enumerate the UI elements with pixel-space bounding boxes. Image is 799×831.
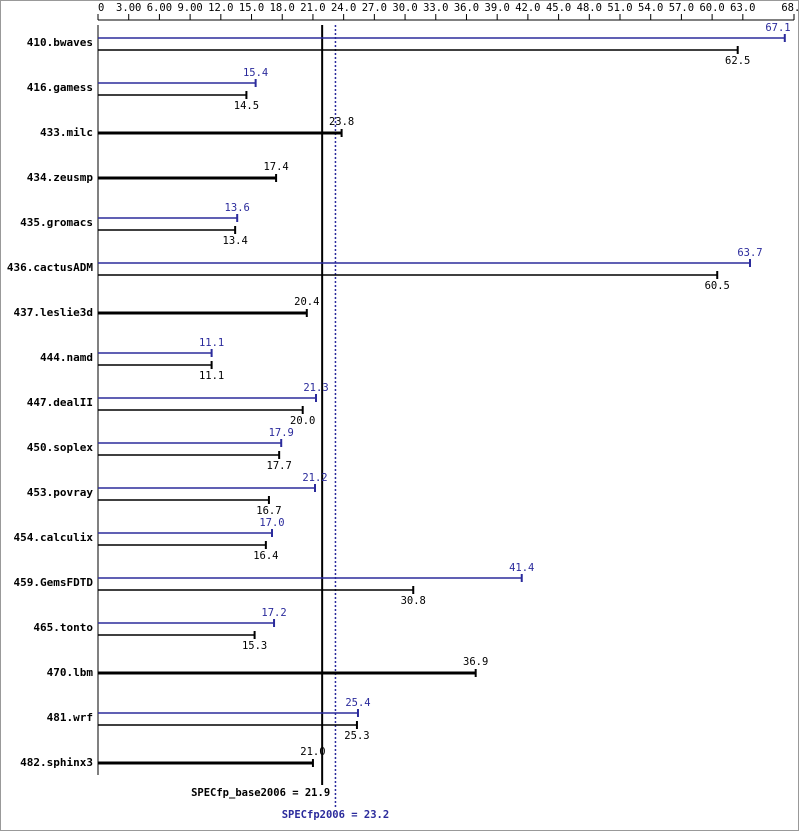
x-tick-label: 63.0 [730,2,755,14]
category-label: 447.dealII [27,396,93,409]
x-tick-label: 33.0 [423,2,448,14]
value-label: 17.2 [261,607,286,619]
category-label: 482.sphinx3 [20,756,93,769]
x-tick-label: 9.00 [177,2,202,14]
value-label: 21.0 [300,746,325,758]
value-label: 15.4 [243,67,268,79]
x-tick-label: 68.0 [781,2,799,14]
value-label: 16.7 [256,505,281,517]
category-label: 465.tonto [33,621,93,634]
value-label: 21.3 [303,382,328,394]
value-label: 63.7 [737,247,762,259]
x-tick-label: 57.0 [669,2,694,14]
x-tick-label: 27.0 [362,2,387,14]
x-tick-label: 6.00 [147,2,172,14]
value-label: 20.0 [290,415,315,427]
value-label: 21.2 [302,472,327,484]
value-label: 25.4 [345,697,370,709]
value-label: 60.5 [705,280,730,292]
category-label: 434.zeusmp [27,171,94,184]
x-tick-label: 0 [98,2,104,14]
category-label: 481.wrf [47,711,93,724]
x-tick-label: 15.0 [239,2,264,14]
x-tick-label: 3.00 [116,2,141,14]
x-tick-label: 21.0 [300,2,325,14]
value-label: 67.1 [765,22,790,34]
x-tick-label: 36.0 [454,2,479,14]
category-label: 435.gromacs [20,216,93,229]
x-tick-label: 24.0 [331,2,356,14]
value-label: 17.0 [259,517,284,529]
value-label: 23.8 [329,116,354,128]
x-tick-label: 45.0 [546,2,571,14]
value-label: 13.4 [223,235,248,247]
x-tick-label: 39.0 [485,2,510,14]
category-label: 454.calculix [14,531,94,544]
value-label: 15.3 [242,640,267,652]
x-tick-label: 51.0 [607,2,632,14]
reference-label: SPECfp2006 = 23.2 [282,809,389,821]
category-label: 450.soplex [27,441,94,454]
value-label: 30.8 [401,595,426,607]
value-label: 14.5 [234,100,259,112]
category-label: 433.milc [40,126,93,139]
category-label: 416.gamess [27,81,93,94]
x-tick-label: 60.0 [699,2,724,14]
value-label: 17.7 [267,460,292,472]
value-label: 62.5 [725,55,750,67]
category-label: 436.cactusADM [7,261,93,274]
x-tick-label: 18.0 [270,2,295,14]
category-label: 437.leslie3d [14,306,93,319]
value-label: 11.1 [199,337,224,349]
value-label: 13.6 [225,202,250,214]
value-label: 36.9 [463,656,488,668]
x-tick-label: 30.0 [392,2,417,14]
x-tick-label: 12.0 [208,2,233,14]
value-label: 20.4 [294,296,319,308]
value-label: 41.4 [509,562,534,574]
value-label: 17.9 [269,427,294,439]
reference-label: SPECfp_base2006 = 21.9 [191,787,330,799]
value-label: 16.4 [253,550,278,562]
value-label: 11.1 [199,370,224,382]
category-label: 410.bwaves [27,36,93,49]
x-tick-label: 42.0 [515,2,540,14]
category-label: 470.lbm [47,666,94,679]
value-label: 17.4 [263,161,288,173]
x-tick-label: 54.0 [638,2,663,14]
category-label: 453.povray [27,486,94,499]
x-tick-label: 48.0 [577,2,602,14]
category-label: 444.namd [40,351,93,364]
category-label: 459.GemsFDTD [14,576,94,589]
value-label: 25.3 [344,730,369,742]
